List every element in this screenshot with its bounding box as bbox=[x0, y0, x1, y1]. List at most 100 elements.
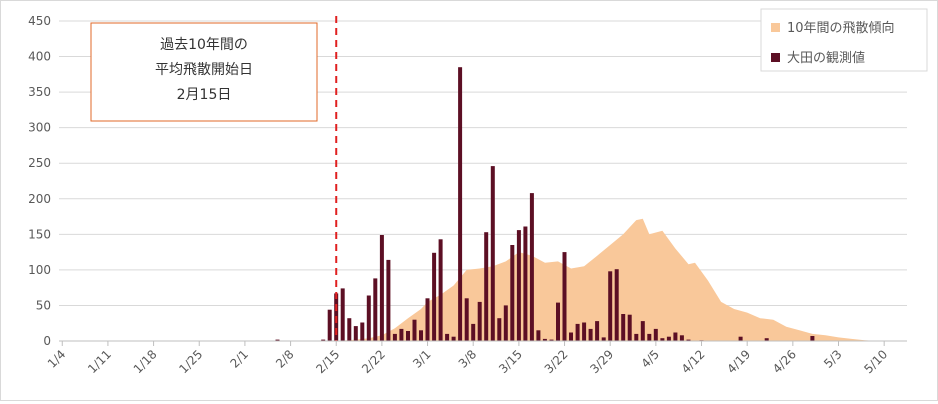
bar bbox=[471, 323, 476, 341]
x-tick-label: 4/5 bbox=[638, 347, 662, 371]
bar bbox=[412, 319, 417, 341]
bar bbox=[621, 314, 626, 341]
y-tick-label: 50 bbox=[36, 298, 51, 312]
bar bbox=[360, 322, 365, 341]
bar bbox=[321, 339, 326, 341]
bar bbox=[660, 338, 665, 341]
bar bbox=[562, 252, 567, 341]
legend-swatch-area bbox=[771, 23, 780, 32]
bar bbox=[392, 333, 397, 341]
y-tick-label: 100 bbox=[28, 263, 51, 277]
bar bbox=[679, 335, 684, 341]
area-10yr-trend bbox=[336, 218, 878, 341]
bar bbox=[542, 338, 547, 341]
bar bbox=[366, 295, 371, 341]
bar bbox=[653, 328, 658, 341]
bar bbox=[484, 232, 489, 341]
bar bbox=[347, 318, 352, 341]
bar bbox=[608, 271, 613, 341]
bar bbox=[764, 338, 769, 341]
area-series bbox=[336, 218, 878, 341]
x-tick-label: 2/1 bbox=[227, 347, 251, 371]
bar bbox=[477, 301, 482, 341]
bar bbox=[634, 333, 639, 341]
bar bbox=[327, 309, 332, 341]
x-tick-label: 3/15 bbox=[496, 347, 525, 376]
bar bbox=[464, 298, 469, 341]
x-tick-label: 3/29 bbox=[587, 347, 616, 376]
bar bbox=[673, 332, 678, 341]
legend-box bbox=[760, 8, 928, 72]
x-tick-label: 3/22 bbox=[542, 347, 571, 376]
annotation-line: 平均飛散開始日 bbox=[155, 62, 253, 78]
annotation-line: 過去10年間の bbox=[160, 37, 248, 53]
bar bbox=[549, 339, 554, 341]
x-tick-label: 3/1 bbox=[410, 347, 434, 371]
bar bbox=[810, 336, 815, 341]
bar bbox=[386, 259, 391, 341]
y-tick-label: 0 bbox=[43, 334, 51, 348]
x-tick-label: 4/19 bbox=[724, 347, 753, 376]
x-tick-label: 1/11 bbox=[85, 347, 114, 376]
y-tick-label: 250 bbox=[28, 156, 51, 170]
bar bbox=[458, 67, 463, 341]
x-tick-label: 1/18 bbox=[131, 347, 160, 376]
bar bbox=[275, 339, 280, 341]
annotation-frame bbox=[90, 22, 318, 122]
bar bbox=[445, 333, 450, 341]
y-tick-label: 300 bbox=[28, 121, 51, 135]
y-tick-label: 350 bbox=[28, 85, 51, 99]
x-tick-label: 5/10 bbox=[861, 347, 890, 376]
x-tick-label: 4/12 bbox=[679, 347, 708, 376]
y-tick-label: 400 bbox=[28, 50, 51, 64]
bar bbox=[490, 166, 495, 341]
legend-swatch-bars bbox=[771, 53, 780, 62]
x-tick-label: 2/8 bbox=[273, 347, 297, 371]
legend-label-bars: 大田の観測値 bbox=[787, 50, 865, 66]
bar bbox=[536, 330, 541, 341]
legend-label-area: 10年間の飛散傾向 bbox=[787, 20, 895, 36]
x-tick-label: 1/4 bbox=[45, 347, 69, 371]
bar bbox=[582, 322, 587, 341]
bar bbox=[523, 226, 528, 341]
bar bbox=[569, 332, 573, 341]
bar bbox=[647, 333, 652, 341]
bar bbox=[666, 336, 671, 341]
bar bbox=[510, 245, 515, 341]
y-tick-label: 450 bbox=[28, 14, 51, 28]
bar bbox=[379, 235, 384, 341]
x-tick-label: 2/22 bbox=[359, 347, 388, 376]
x-tick-label: 2/15 bbox=[313, 347, 342, 376]
bar bbox=[614, 269, 619, 341]
bar bbox=[497, 318, 502, 341]
bar bbox=[438, 239, 443, 341]
bar bbox=[601, 337, 606, 341]
bar bbox=[353, 326, 358, 341]
bar bbox=[686, 339, 691, 341]
bar bbox=[556, 302, 560, 341]
bar bbox=[529, 193, 534, 341]
bar bbox=[406, 331, 410, 341]
bar bbox=[588, 328, 593, 341]
bar bbox=[432, 252, 437, 341]
bar bbox=[575, 323, 580, 341]
bar-series bbox=[275, 67, 815, 341]
x-tick-label: 1/25 bbox=[176, 347, 205, 376]
bar bbox=[595, 321, 600, 341]
x-tick-label: 3/8 bbox=[456, 347, 480, 371]
bar bbox=[738, 336, 743, 341]
bar bbox=[640, 321, 645, 341]
bar bbox=[425, 298, 430, 341]
annotation-line: 2月15日 bbox=[177, 87, 232, 103]
bar bbox=[340, 288, 345, 341]
bar bbox=[399, 328, 404, 341]
bar bbox=[627, 314, 632, 341]
bar bbox=[419, 330, 423, 341]
bar bbox=[451, 336, 456, 341]
bar bbox=[516, 230, 521, 341]
bar bbox=[503, 305, 508, 341]
y-tick-label: 200 bbox=[28, 192, 51, 206]
